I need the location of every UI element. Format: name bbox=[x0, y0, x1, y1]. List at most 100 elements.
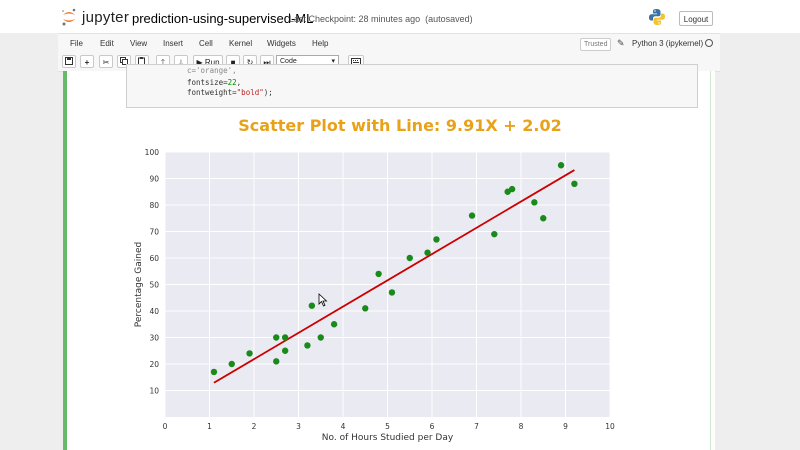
data-point bbox=[281, 334, 289, 341]
play-icon: ▶ bbox=[196, 58, 203, 67]
copy-icon bbox=[120, 57, 128, 65]
data-point bbox=[308, 302, 316, 309]
data-point bbox=[273, 334, 280, 341]
data-point bbox=[246, 350, 253, 357]
logout-button[interactable]: Logout bbox=[679, 11, 713, 26]
x-tick-label: 7 bbox=[474, 422, 479, 431]
y-tick-label: 70 bbox=[149, 228, 159, 237]
data-point bbox=[362, 305, 369, 312]
jupyter-logo[interactable]: jupyter bbox=[60, 7, 129, 27]
arrow-down-icon: 🡓 bbox=[178, 58, 184, 67]
menu-widgets[interactable]: Widgets bbox=[267, 39, 296, 48]
autosave-status: (autosaved) bbox=[425, 14, 473, 24]
save-icon bbox=[65, 57, 73, 65]
y-tick-label: 60 bbox=[149, 254, 159, 263]
x-tick-label: 4 bbox=[341, 422, 346, 431]
python-logo-icon bbox=[649, 9, 665, 25]
run-label: Run bbox=[204, 58, 220, 67]
menu-kernel[interactable]: Kernel bbox=[229, 39, 253, 48]
cut-button[interactable]: ✂ bbox=[99, 55, 113, 68]
data-point bbox=[491, 230, 498, 238]
code-kwarg: fontsize= bbox=[187, 78, 228, 87]
y-tick-label: 50 bbox=[149, 281, 159, 290]
code-line-1: c='orange', bbox=[187, 66, 237, 75]
cell-type-value: Code bbox=[280, 58, 297, 65]
data-point bbox=[281, 347, 289, 354]
data-point bbox=[388, 289, 396, 296]
data-point bbox=[557, 162, 565, 169]
data-point bbox=[571, 180, 578, 187]
x-tick-label: 5 bbox=[385, 422, 390, 431]
code-kwarg: fontweight= bbox=[187, 88, 237, 97]
data-point bbox=[433, 236, 440, 243]
x-axis-label: No. of Hours Studied per Day bbox=[322, 433, 454, 443]
data-point bbox=[330, 321, 338, 328]
jupyter-logo-icon bbox=[62, 8, 76, 26]
code-line-2: fontsize=22, bbox=[187, 78, 242, 87]
x-tick-label: 0 bbox=[163, 422, 168, 431]
x-tick-label: 10 bbox=[605, 422, 615, 431]
data-point bbox=[375, 270, 382, 278]
menu-edit[interactable]: Edit bbox=[100, 39, 114, 48]
checkpoint-status: Last Checkpoint: 28 minutes ago (autosav… bbox=[289, 14, 473, 24]
x-tick-label: 6 bbox=[430, 422, 435, 431]
data-point bbox=[508, 185, 516, 193]
code-number: 22 bbox=[227, 78, 237, 87]
trusted-badge[interactable]: Trusted bbox=[580, 38, 612, 51]
stop-icon: ■ bbox=[230, 58, 236, 67]
plus-icon: + bbox=[84, 58, 90, 67]
y-axis-label: Percentage Gained bbox=[134, 242, 144, 327]
data-point bbox=[406, 254, 413, 262]
y-tick-label: 30 bbox=[149, 334, 159, 343]
x-tick-label: 1 bbox=[207, 422, 212, 431]
x-tick-label: 3 bbox=[296, 422, 301, 431]
x-tick-label: 2 bbox=[252, 422, 257, 431]
menu-file[interactable]: File bbox=[70, 39, 83, 48]
chevron-down-icon: ▾ bbox=[331, 58, 335, 65]
menu-view[interactable]: View bbox=[130, 39, 148, 48]
data-point bbox=[273, 358, 280, 365]
y-tick-label: 10 bbox=[149, 387, 159, 396]
y-tick-label: 100 bbox=[145, 148, 160, 157]
notebook-header: jupyter prediction-using-supervised-ML L… bbox=[0, 0, 800, 33]
selected-cell-indicator bbox=[63, 71, 67, 450]
regression-line bbox=[213, 169, 575, 384]
code-cell-input[interactable]: c='orange', fontsize=22, fontweight="bol… bbox=[126, 64, 698, 108]
x-tick-label: 8 bbox=[519, 422, 524, 431]
y-tick-label: 80 bbox=[149, 201, 159, 210]
data-point bbox=[468, 212, 476, 219]
kernel-name[interactable]: Python 3 (ipykernel) bbox=[632, 39, 704, 48]
code-close-paren: ); bbox=[263, 88, 273, 97]
save-button[interactable] bbox=[62, 55, 76, 68]
cut-icon: ✂ bbox=[102, 58, 110, 67]
chart-title: Scatter Plot with Line: 9.91X + 2.02 bbox=[238, 116, 562, 135]
cell-border bbox=[710, 71, 711, 450]
y-tick-label: 40 bbox=[149, 307, 159, 316]
code-line-3: fontweight="bold"); bbox=[187, 88, 273, 97]
data-point bbox=[424, 249, 431, 256]
arrow-up-icon: 🡑 bbox=[160, 58, 166, 67]
notebook-name[interactable]: prediction-using-supervised-ML bbox=[132, 11, 314, 26]
kernel-status-icon bbox=[705, 39, 713, 47]
data-point bbox=[228, 360, 235, 368]
data-point bbox=[304, 342, 311, 349]
data-point bbox=[531, 199, 538, 206]
pencil-icon[interactable]: ✎ bbox=[617, 38, 625, 48]
mouse-cursor-icon bbox=[318, 293, 328, 307]
jupyter-logo-text: jupyter bbox=[82, 8, 130, 26]
data-point bbox=[210, 368, 218, 376]
insert-cell-button[interactable]: + bbox=[80, 55, 94, 68]
fast-forward-icon: ⏭ bbox=[263, 58, 271, 67]
x-tick-label: 9 bbox=[563, 422, 568, 431]
restart-icon: ↻ bbox=[246, 58, 254, 67]
menu-cell[interactable]: Cell bbox=[199, 39, 213, 48]
code-string: "bold" bbox=[236, 88, 264, 97]
y-tick-label: 90 bbox=[149, 175, 159, 184]
data-point bbox=[540, 215, 547, 222]
data-point bbox=[317, 334, 324, 341]
menu-help[interactable]: Help bbox=[312, 39, 329, 48]
menu-insert[interactable]: Insert bbox=[163, 39, 184, 48]
checkpoint-text: Last Checkpoint: 28 minutes ago bbox=[289, 14, 421, 24]
y-tick-label: 20 bbox=[149, 360, 159, 369]
